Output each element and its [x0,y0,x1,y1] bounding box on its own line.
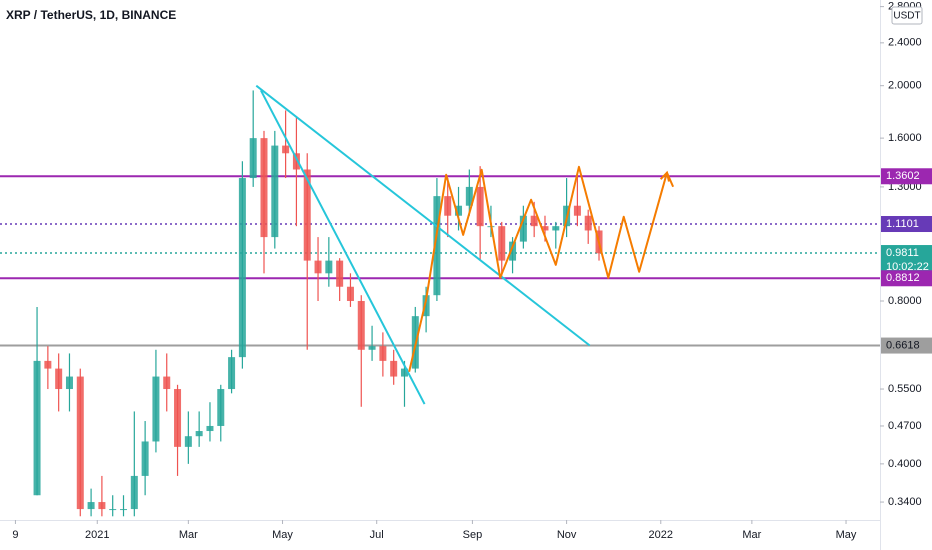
price-label-box [881,168,932,185]
candle-body [444,196,452,216]
candle-body [314,260,322,274]
currency-box [891,6,923,25]
countdown-label: 10:02:22 [886,261,929,273]
candle-body [530,215,538,227]
candle-body [379,346,387,361]
candle-body [325,260,333,274]
candle-body [141,441,149,476]
y-tick-label: 0.4000 [888,458,922,470]
candle-body [282,145,290,154]
candle-body [98,502,106,510]
candle-body [552,226,560,231]
price-label: 0.8812 [886,272,920,284]
candle-body [260,138,268,238]
x-tick-label: Sep [463,529,483,541]
candle-body [163,376,171,390]
price-label: 1.1101 [886,218,919,230]
plot-area [0,84,880,517]
price-label-box [881,337,932,354]
candle-body [228,357,236,390]
candle-body [87,502,95,510]
candle-body [152,376,160,442]
candle-body [584,215,592,231]
candle-body [541,226,549,231]
candle-body [65,376,73,390]
price-label-box [881,270,932,287]
price-label-box [881,245,932,276]
candle-body [509,241,517,261]
candle-body [346,286,354,301]
candle-body [400,368,408,377]
candle-body [357,300,365,350]
candle-body [390,360,398,377]
x-tick-label: 2021 [85,529,109,541]
trend-drawing [255,84,591,347]
candle-body [238,178,246,358]
x-tick-label: May [836,529,857,541]
y-tick-label: 1.6000 [888,132,922,144]
x-tick-label: 9 [12,529,18,541]
candle-body [195,431,203,437]
trend-drawing [260,89,426,405]
candle-body [519,215,527,242]
candle-body [55,368,63,390]
y-tick-label: 0.3400 [888,496,922,508]
price-label: 0.6618 [886,339,920,351]
y-tick-label: 2.4000 [888,37,922,49]
candle-body [184,436,192,447]
x-tick-label: 2022 [649,529,673,541]
y-tick-label: 0.8000 [888,295,922,307]
candle-body [109,509,117,511]
currency-label: USDT [893,11,920,22]
candle-body [44,360,52,369]
candle-body [336,260,344,287]
candle-body [120,509,128,511]
arrow-head [659,170,670,182]
candle-body [217,389,225,426]
candle-body [130,475,138,510]
y-tick-label: 0.4700 [888,420,922,432]
x-tick-label: Mar [742,529,761,541]
price-label: 0.9811 [886,247,919,259]
candle-body [455,205,463,216]
x-tick-label: Nov [557,529,577,541]
x-tick-label: Mar [179,529,198,541]
price-label-box [881,216,932,233]
y-tick-label: 2.0000 [888,80,922,92]
candle-body [33,360,41,496]
x-tick-label: May [272,529,293,541]
candle-body [303,169,311,261]
price-label: 1.3602 [886,170,920,182]
candle-body [206,425,214,432]
candle-body [433,196,441,296]
candle-body [465,186,473,206]
chart-title: XRP / TetherUS, 1D, BINANCE [6,8,176,22]
x-tick-label: Jul [370,529,384,541]
y-tick-label: 0.5500 [888,383,922,395]
candle-body [573,205,581,216]
candle-body [368,346,376,350]
candle-body [422,295,430,317]
candle-body [292,153,300,170]
candle-body [271,145,279,238]
candle-body [476,186,484,227]
candle-body [76,376,84,510]
trend-drawing [408,165,675,372]
candle-body [174,389,182,447]
candle-body [498,226,506,261]
candle-body [249,138,257,179]
